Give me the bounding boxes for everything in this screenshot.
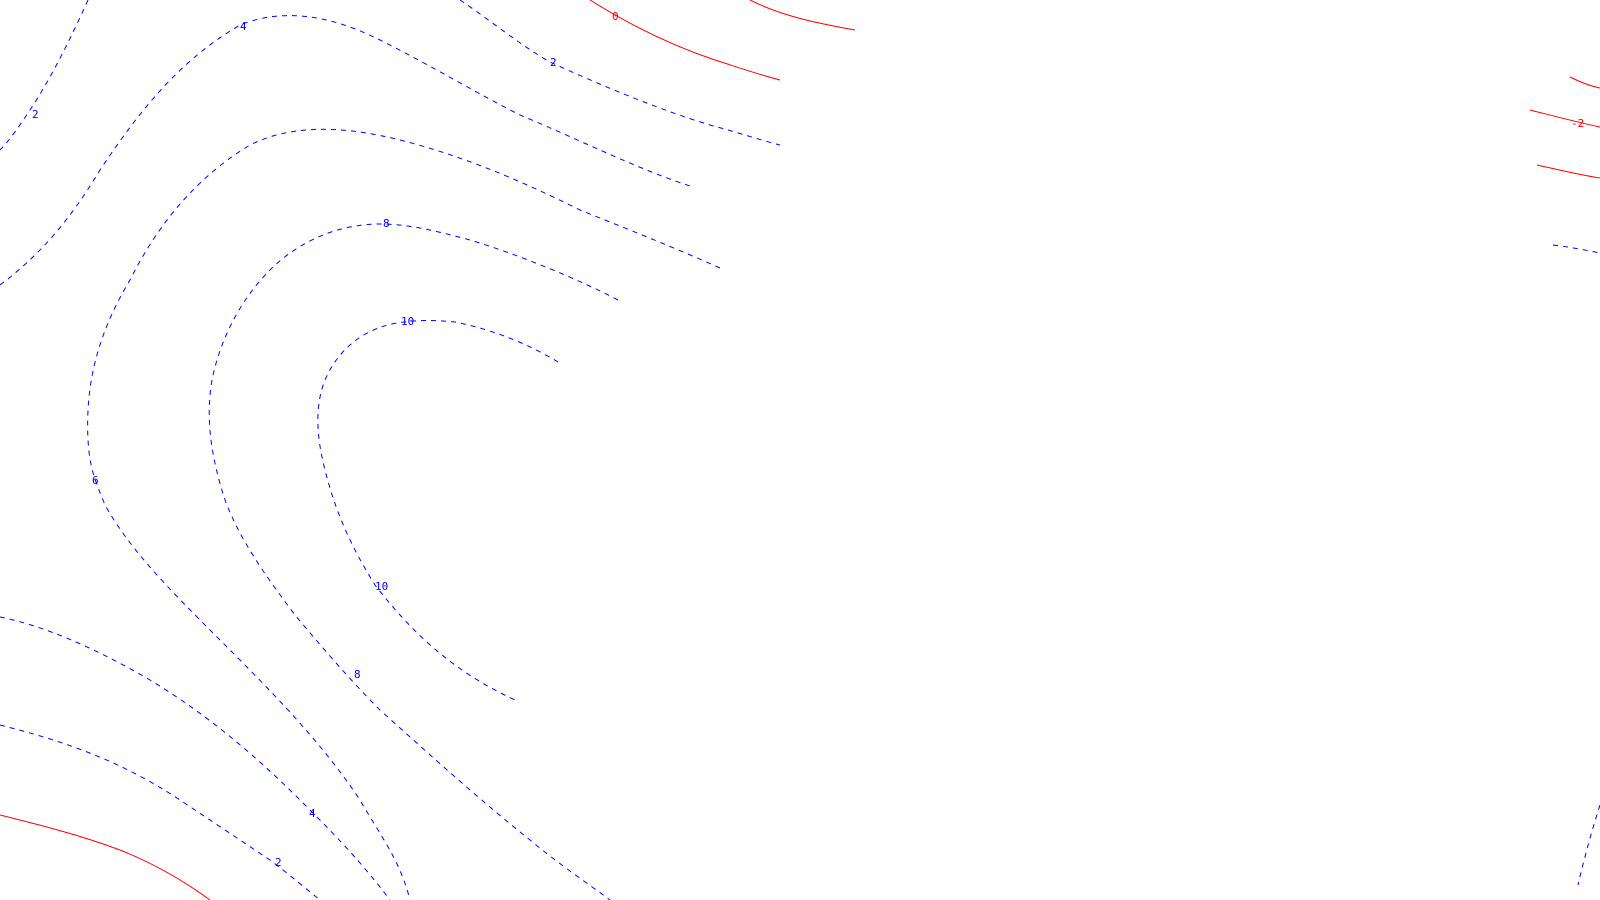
contour-line-neg2-right-upper bbox=[1569, 76, 1600, 89]
contour-line-0-bottom bbox=[0, 814, 211, 900]
contour-line-neg2-right-lower bbox=[1536, 164, 1600, 179]
contour-line-0-top bbox=[589, 0, 781, 81]
contour-line-6 bbox=[87, 128, 721, 900]
contour-line-2-upper-left bbox=[0, 0, 89, 151]
contour-label-0: 0 bbox=[612, 10, 619, 23]
contour-line-2-bottom-right bbox=[1577, 804, 1600, 886]
contour-label-neg2: -2 bbox=[1571, 117, 1584, 130]
contour-line-neg2-right-mid bbox=[1529, 109, 1600, 128]
contour-line-10 bbox=[317, 320, 559, 701]
contour-label-4: 4 bbox=[309, 807, 316, 820]
contour-label-8: 8 bbox=[383, 217, 390, 230]
contour-line-4-top bbox=[0, 15, 691, 286]
contour-label-10: 10 bbox=[375, 580, 388, 593]
contour-labels: 2 4 2 0 8 10 6 10 8 4 2 -2 bbox=[32, 10, 1584, 869]
contour-line-2-bottom bbox=[0, 724, 321, 900]
contour-line-4-bottom bbox=[0, 616, 391, 900]
contour-label-8: 8 bbox=[354, 668, 361, 681]
contour-label-2: 2 bbox=[32, 108, 39, 121]
contour-label-2: 2 bbox=[275, 856, 282, 869]
contour-line-2-right-edge bbox=[1552, 244, 1600, 254]
contour-line-0-top-right bbox=[749, 0, 856, 31]
contour-label-4: 4 bbox=[240, 20, 247, 33]
contour-label-2: 2 bbox=[550, 56, 557, 69]
contour-line-2-top bbox=[459, 0, 781, 146]
contour-label-10: 10 bbox=[401, 315, 414, 328]
contour-label-6: 6 bbox=[92, 474, 99, 487]
